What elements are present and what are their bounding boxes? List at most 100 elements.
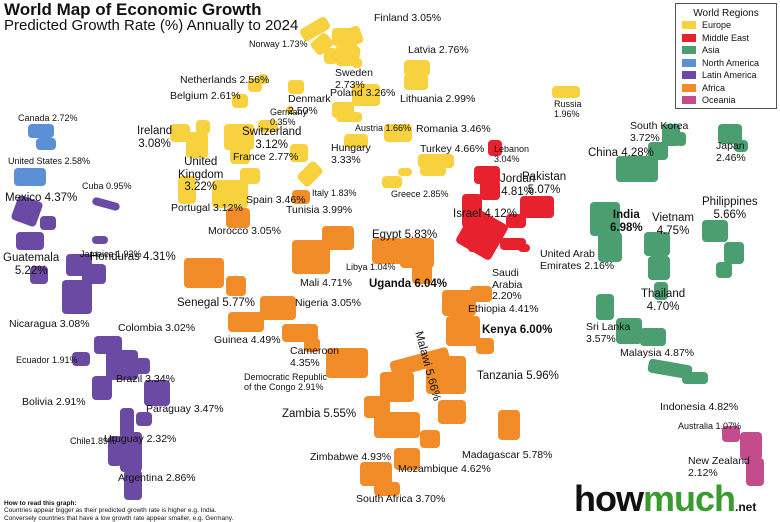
country-label-kenya: Kenya 6.00%: [482, 324, 553, 336]
how-to-read-note: How to read this graph: Countries appear…: [4, 500, 233, 522]
country-shape-kenya: [476, 338, 494, 354]
country-label-greece: Greece 2.85%: [391, 189, 449, 199]
country-shape-honduras: [82, 264, 106, 284]
country-shape-thailand: [654, 282, 668, 300]
country-shape-poland: [352, 84, 380, 106]
country-label-brazil: Brazil 3.34%: [116, 373, 175, 385]
map-subtitle: Predicted Growth Rate (%) Annually to 20…: [4, 17, 299, 34]
country-shape-spain: [240, 168, 260, 184]
country-label-netherlands: Netherlands 2.56%: [180, 74, 270, 86]
country-label-romania: Romania 3.46%: [416, 123, 491, 135]
legend-label: Asia: [702, 45, 720, 56]
country-label-tanzania: Tanzania 5.96%: [477, 370, 559, 382]
country-shape-uganda: [400, 238, 434, 268]
country-shape-mexico: [11, 195, 43, 227]
country-shape-vietnam: [644, 232, 670, 256]
legend-label: Middle East: [702, 32, 750, 43]
country-shape-united: [196, 120, 210, 134]
country-label-portugal: Portugal 3.12%: [171, 202, 243, 214]
country-shape-indonesia: [682, 372, 708, 384]
how-to-read-heading: How to read this graph:: [4, 500, 77, 507]
country-label-switzerland: Switzerland 3.12%: [242, 126, 302, 151]
country-label-cuba: Cuba 0.95%: [82, 181, 132, 191]
country-shape-tunisia: [292, 190, 310, 204]
country-shape-madagascar: [498, 410, 520, 440]
country-label-ethiopia: Ethiopia 4.41%: [468, 303, 539, 315]
country-shape-norway: [324, 48, 338, 64]
country-label-nigeria: Nigeria 3.05%: [295, 297, 361, 309]
country-shape-japan: [718, 124, 742, 144]
country-shape-brazil: [134, 358, 150, 374]
country-label-indonesia: Indonesia 4.82%: [660, 401, 739, 413]
country-shape-greece: [382, 176, 402, 188]
country-shape-cameroon: [304, 338, 320, 352]
country-shape-guatemala: [16, 232, 44, 250]
country-label-united: United Kingdom 3.22%: [178, 156, 224, 194]
brand-how: how: [574, 478, 644, 519]
country-shape-south: [662, 124, 680, 146]
country-label-lithuania: Lithuania 2.99%: [400, 93, 476, 105]
legend-swatch: [682, 83, 696, 92]
country-shape-zimbabwe: [374, 412, 420, 438]
country-shape-democratic: [326, 348, 368, 378]
country-label-new: New Zealand 2.12%: [688, 455, 750, 479]
country-shape-philippines: [702, 220, 728, 242]
country-shape-senegal: [184, 258, 224, 288]
country-label-china: China 4.28%: [588, 147, 654, 159]
country-shape-kenya: [446, 316, 480, 346]
country-shape-ecuador: [72, 352, 90, 366]
country-label-uganda: Uganda 6.04%: [369, 278, 447, 290]
country-shape-netherlands: [258, 74, 268, 84]
how-to-read-line2: Conversely countries that have a low gro…: [4, 514, 234, 522]
legend-item-europe: Europe: [676, 19, 776, 32]
country-shape-greece: [398, 168, 412, 176]
country-shape-colombia: [94, 336, 122, 354]
country-shape-indonesia: [647, 358, 693, 380]
country-label-libya: Libya 1.04%: [346, 262, 396, 272]
country-shape-bolivia: [92, 376, 112, 400]
country-shape-mozambique: [394, 448, 420, 470]
country-shape-austria: [336, 112, 362, 122]
country-shape-uruguay: [136, 412, 152, 426]
legend-swatch: [682, 46, 696, 55]
country-label-madagascar: Madagascar 5.78%: [462, 449, 553, 461]
country-shape-latvia: [404, 60, 430, 76]
country-label-sweden: Sweden 2.73%: [335, 67, 373, 91]
legend-label: North America: [702, 57, 760, 68]
legend-swatch: [682, 96, 696, 105]
country-shape-thailand: [648, 256, 670, 280]
country-label-ireland: Ireland 3.08%: [137, 125, 173, 150]
country-shape-russia: [552, 86, 580, 98]
legend-item-north-america: North America: [676, 57, 776, 70]
country-label-russia: Russia 1.96%: [554, 99, 582, 119]
country-shape-nicaragua: [62, 280, 92, 314]
country-label-thailand: Thailand 4.70%: [641, 288, 686, 313]
legend-swatch: [682, 33, 696, 42]
legend-item-africa: Africa: [676, 82, 776, 95]
country-shape-italy: [290, 144, 308, 162]
country-shape-tanzania: [426, 356, 466, 394]
country-shape-sweden: [336, 44, 358, 66]
country-label-saudi: Saudi Arabia 2.20%: [492, 267, 523, 303]
country-label-australia: Australia 1.07%: [678, 421, 742, 431]
country-label-turkey: Turkey 4.66%: [420, 143, 485, 155]
country-shape-philippines: [716, 262, 732, 278]
country-label-uruguay: Uruguay 2.32%: [104, 433, 177, 445]
legend-swatch: [682, 58, 696, 67]
country-shape-morocco: [226, 208, 250, 228]
country-label-zimbabwe: Zimbabwe 4.93%: [310, 451, 392, 463]
country-shape-malawi: [389, 347, 451, 377]
country-label-south: South Africa 3.70%: [356, 493, 446, 505]
country-label-norway: Norway 1.73%: [249, 39, 308, 49]
country-shape-portugal: [178, 176, 196, 204]
country-shape-argentina: [120, 432, 142, 472]
country-shape-spain: [212, 180, 248, 208]
country-shape-china: [616, 156, 658, 182]
country-label-latvia: Latvia 2.76%: [408, 44, 469, 56]
country-label-egypt: Egypt 5.83%: [372, 229, 438, 241]
legend-label: Latin America: [702, 70, 757, 81]
country-shape-italy: [297, 161, 323, 187]
country-shape-lebanon: [488, 140, 502, 156]
